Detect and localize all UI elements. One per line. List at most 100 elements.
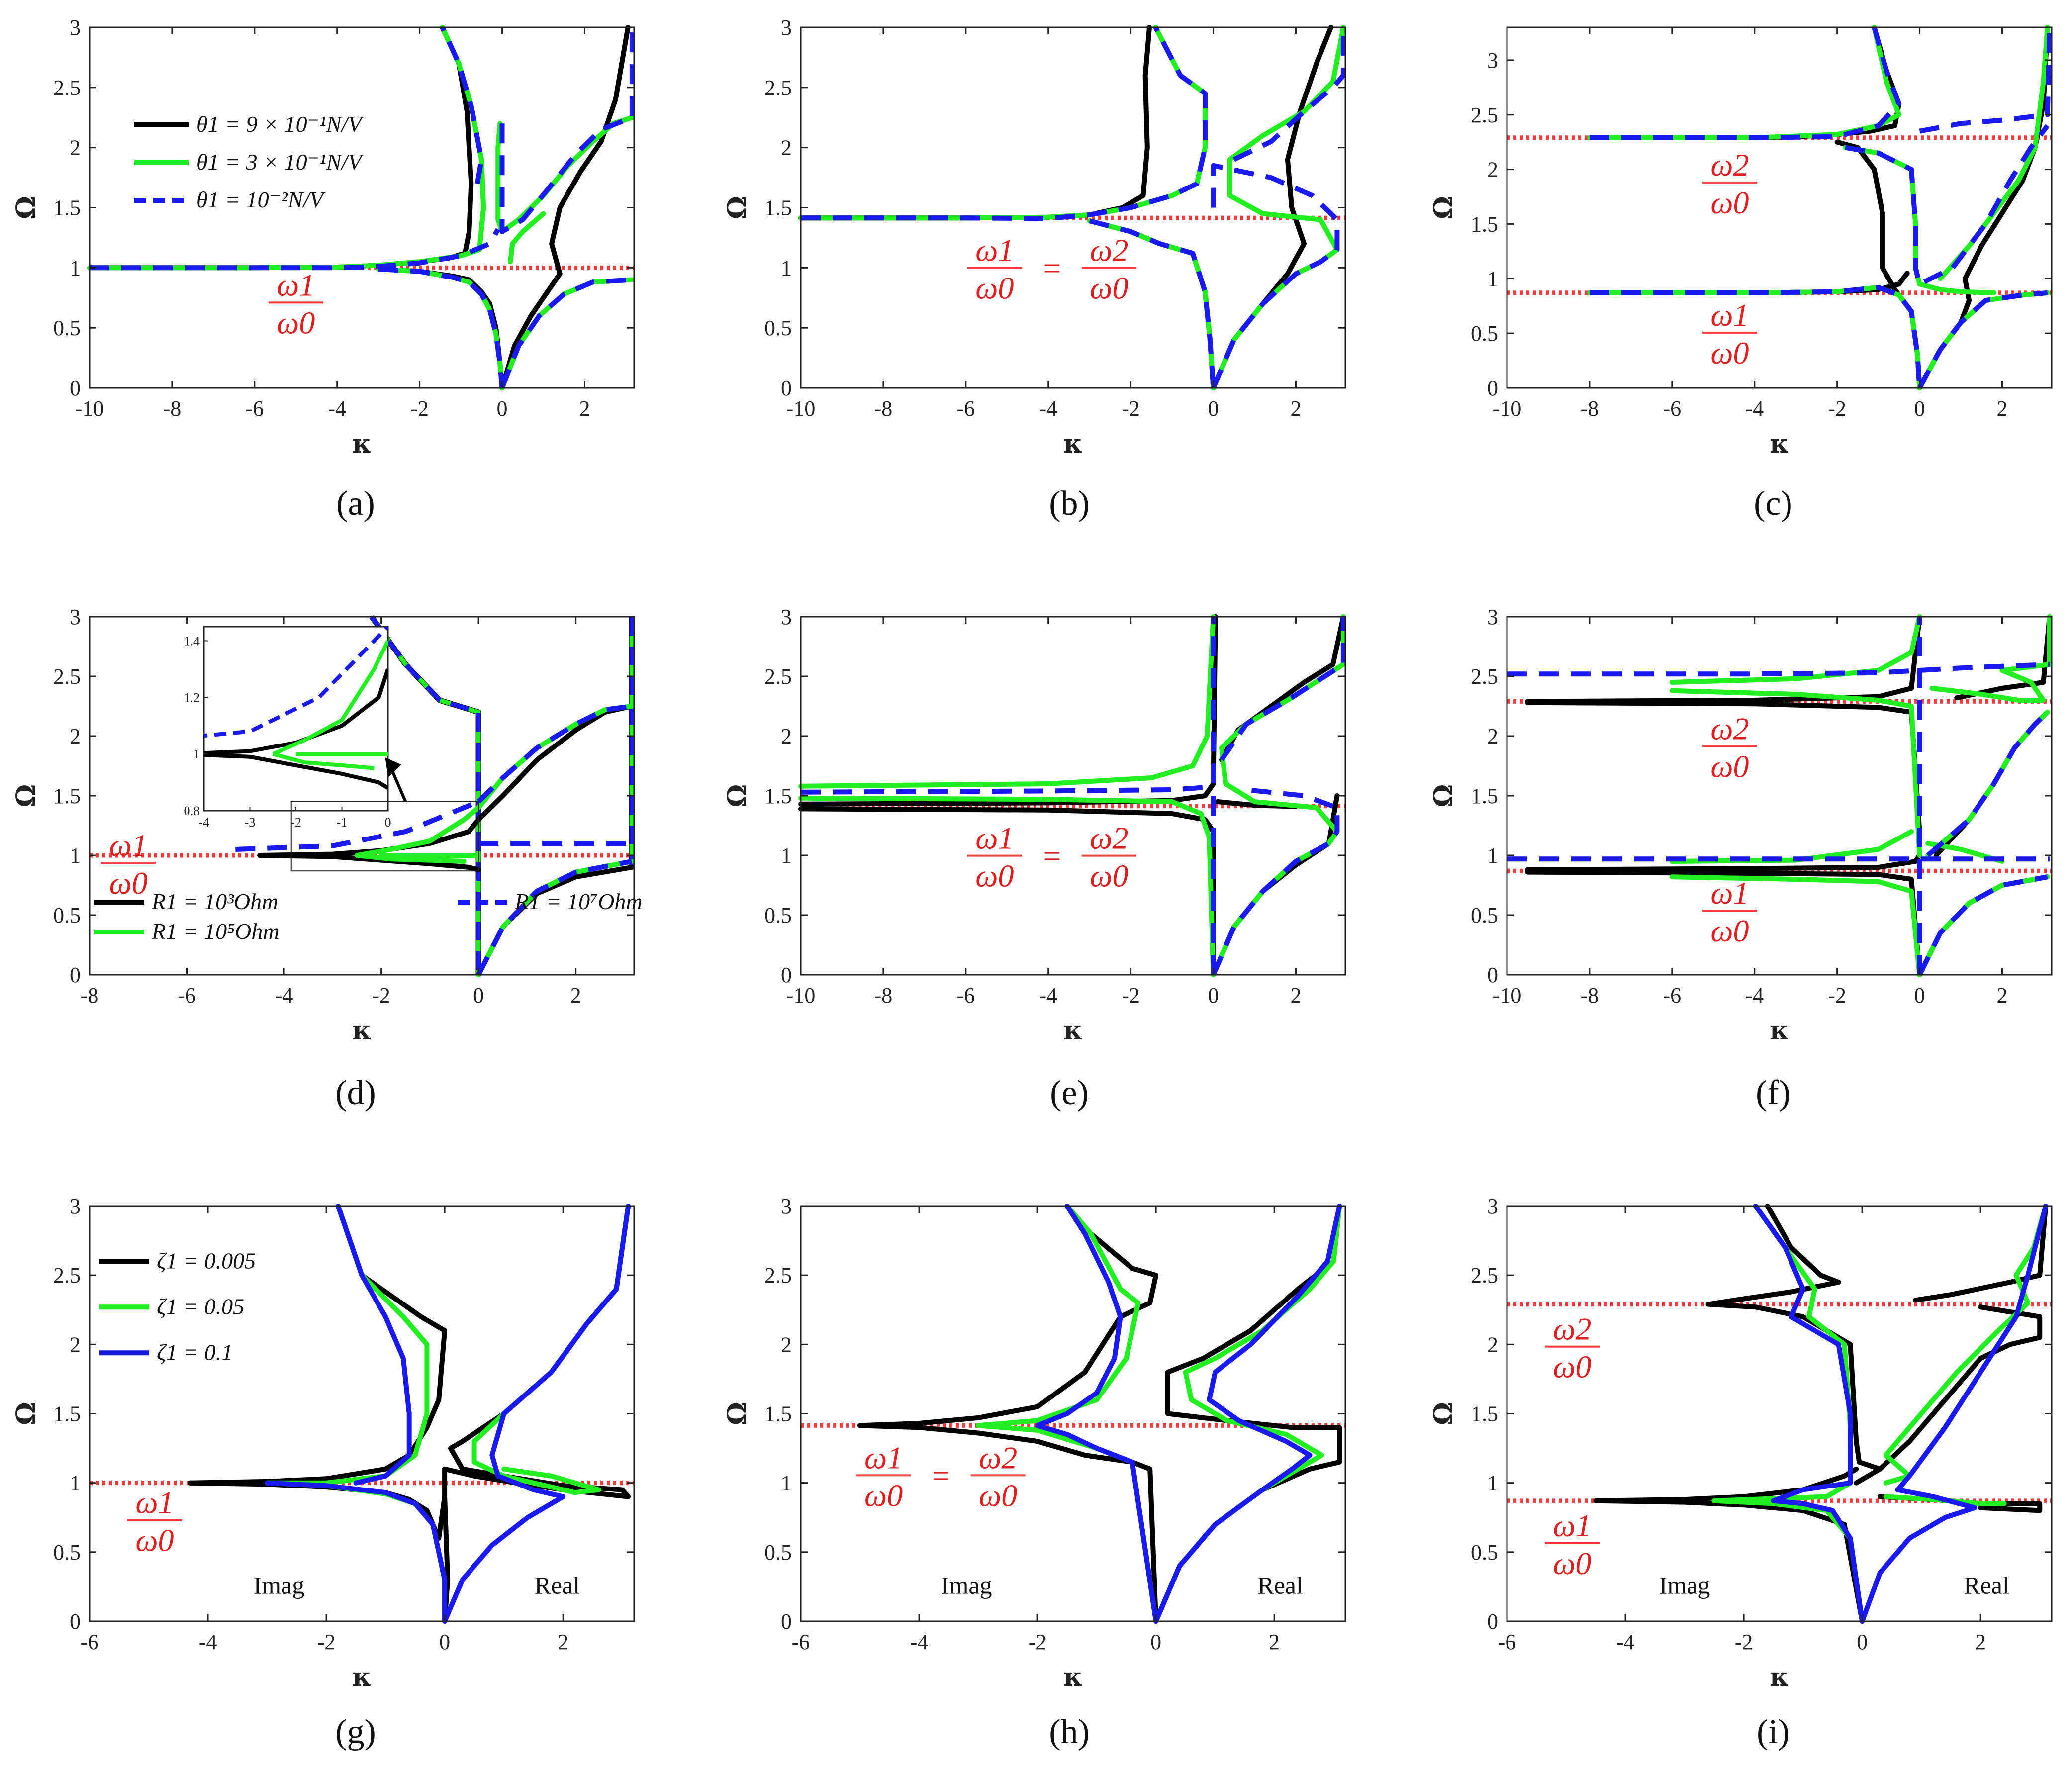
equals-sign: = [1041, 250, 1062, 285]
y-tick-label: 1.5 [764, 1402, 792, 1426]
series-2 [1711, 1204, 2049, 1624]
series-3 [1589, 26, 2052, 389]
x-tick-label: -6 [178, 983, 196, 1008]
y-tick-label: 2.5 [1471, 664, 1498, 689]
y-tick-label: 0 [781, 376, 792, 400]
curve-segment-5 [1926, 710, 2050, 857]
curve-segment-7 [1877, 1304, 2043, 1472]
x-tick-label: -8 [1581, 396, 1599, 421]
panel-caption: (b) [1049, 484, 1090, 523]
curve-segment-1 [976, 1204, 1141, 1428]
y-axis-label: Ω [11, 196, 41, 219]
curve-segment-1 [265, 1480, 448, 1624]
series-3 [1035, 1204, 1342, 1624]
inset-x-tick-label: -4 [198, 815, 209, 830]
fraction-numerator: ω1 [277, 267, 315, 302]
y-tick-label: 3 [781, 605, 792, 629]
y-tick-label: 2 [1487, 1332, 1498, 1357]
x-tick-label: 2 [1290, 983, 1301, 1008]
y-tick-label: 1.5 [53, 784, 81, 808]
y-tick-label: 3 [1487, 48, 1498, 73]
curve-segment-1 [265, 1204, 430, 1486]
panel-caption: (h) [1049, 1713, 1090, 1751]
y-tick-label: 0.5 [53, 1540, 81, 1565]
panel-caption: (e) [1050, 1074, 1089, 1112]
inset-x-tick-label: -3 [245, 815, 256, 830]
x-tick-label: -8 [163, 396, 182, 421]
panel-caption: (i) [1757, 1713, 1789, 1751]
curve-segment-3 [1589, 284, 1922, 388]
y-axis-label: Ω [11, 784, 41, 807]
y-tick-label: 0.5 [1471, 321, 1498, 346]
x-axis-label: κ [352, 1016, 372, 1046]
axes-frame [89, 26, 635, 389]
x-tick-label: 0 [1857, 1630, 1868, 1654]
legend: θ1 = 9 × 10⁻¹N/V θ1 = 3 × 10⁻¹N/V θ1 = 10⁻… [134, 111, 364, 212]
curve-segment-1 [87, 25, 486, 271]
series-2 [354, 704, 635, 977]
y-tick-label: 3 [1487, 605, 1498, 629]
y-axis-label: Ω [1428, 196, 1459, 219]
x-tick-label: -2 [1029, 1630, 1047, 1654]
series-3 [800, 617, 1346, 976]
series-3 [90, 26, 635, 389]
y-tick-label: 1.5 [1471, 784, 1498, 808]
axes-frame [1506, 616, 2053, 976]
curve-segment-4 [1917, 290, 2050, 390]
curve-segment-2 [376, 266, 505, 390]
curve-segment-3 [1587, 284, 1922, 390]
fraction-denominator: ω0 [1553, 1349, 1591, 1385]
axes-frame [800, 1205, 1346, 1622]
series-1 [1587, 25, 2050, 390]
legend-label-1: ζ1 = 0.005 [157, 1248, 256, 1273]
y-tick-label: 1 [1487, 267, 1498, 291]
curve-segment-2 [1089, 218, 1216, 388]
fraction-numerator: ω2 [1090, 232, 1128, 268]
curve-segment-4 [1232, 27, 1346, 162]
series-2 [87, 25, 635, 390]
x-tick-label: 0 [1208, 983, 1219, 1008]
fraction-numerator: ω2 [1710, 147, 1749, 183]
curve-segment-1 [798, 614, 1218, 807]
legend: ζ1 = 0.005 ζ1 = 0.05 ζ1 = 0.1 [99, 1248, 256, 1365]
curve-segment-5 [1919, 27, 2052, 134]
y-tick-label: 2 [781, 136, 792, 160]
inset-x-tick-label: -2 [290, 815, 301, 830]
region-label-imag: Imag [1659, 1571, 1710, 1599]
y-tick-label: 1 [1487, 1471, 1498, 1495]
curve-segment-7 [1929, 614, 2052, 703]
curve-segment-3 [1525, 853, 1922, 872]
x-tick-label: -10 [1493, 396, 1522, 421]
panel-caption: (g) [335, 1713, 376, 1751]
region-label-real: Real [1964, 1571, 2009, 1599]
curve-segment-1 [798, 25, 1152, 221]
x-tick-label: 2 [558, 1630, 568, 1654]
x-tick-label: -6 [81, 1630, 99, 1654]
x-tick-label: -4 [328, 396, 346, 421]
curve-segment-1 [354, 805, 481, 858]
curve-segment-3 [1211, 793, 1340, 977]
y-tick-label: 2 [781, 1332, 792, 1357]
curve-segment-1 [1525, 614, 1922, 704]
x-tick-label: -2 [317, 1630, 336, 1654]
x-tick-label: -4 [275, 983, 293, 1008]
fraction-numerator: ω2 [979, 1440, 1017, 1475]
curve-segment-3 [1153, 1204, 1342, 1624]
curve-segment-1 [1711, 1204, 1853, 1503]
fraction-denominator: ω0 [109, 865, 148, 901]
x-axis-label: κ [352, 429, 372, 459]
panel-caption: (d) [335, 1074, 376, 1112]
curve-segment-2 [354, 853, 467, 864]
